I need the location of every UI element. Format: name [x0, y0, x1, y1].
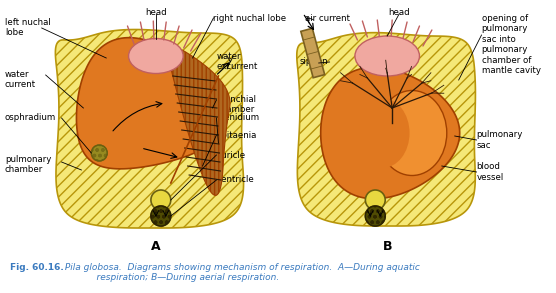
Circle shape — [365, 206, 385, 226]
Text: water
current: water current — [5, 70, 36, 89]
Polygon shape — [321, 67, 460, 199]
Circle shape — [151, 190, 171, 210]
Circle shape — [151, 206, 171, 226]
Circle shape — [151, 206, 171, 226]
Polygon shape — [56, 30, 244, 228]
Text: head: head — [145, 8, 167, 17]
Text: siphon: siphon — [300, 57, 329, 67]
Text: auricle: auricle — [216, 151, 246, 159]
Ellipse shape — [355, 98, 410, 168]
Text: pulmonary
chamber: pulmonary chamber — [5, 155, 51, 174]
Text: left nuchal
lobe: left nuchal lobe — [5, 18, 51, 38]
Text: water
excurrent: water excurrent — [216, 52, 258, 71]
Text: epitaenia: epitaenia — [216, 130, 257, 139]
Ellipse shape — [378, 91, 447, 176]
Text: opening of
pulmonary
sac into
pulmonary
chamber of
mantle cavity: opening of pulmonary sac into pulmonary … — [481, 14, 540, 75]
Text: ventricle: ventricle — [216, 176, 254, 185]
Ellipse shape — [355, 36, 419, 76]
Text: blood
vessel: blood vessel — [476, 162, 504, 182]
Polygon shape — [77, 38, 225, 169]
Text: head: head — [388, 8, 410, 17]
Text: Fig. 60.16.: Fig. 60.16. — [10, 263, 64, 272]
Polygon shape — [301, 28, 325, 78]
Polygon shape — [297, 33, 475, 226]
Text: right nuchal lobe: right nuchal lobe — [214, 14, 286, 23]
Text: branchial
chamber: branchial chamber — [216, 95, 256, 114]
Text: B: B — [383, 240, 392, 253]
Ellipse shape — [128, 38, 183, 74]
Circle shape — [365, 190, 385, 210]
Text: ctenidium: ctenidium — [216, 113, 260, 122]
Text: osphradium: osphradium — [5, 113, 56, 122]
Text: air current: air current — [305, 14, 350, 23]
Circle shape — [365, 206, 385, 226]
Text: pulmonary
sac: pulmonary sac — [476, 130, 523, 150]
Text: A: A — [151, 240, 161, 253]
Text: Pila globosa.  Diagrams showing mechanism of respiration.  A—During aquatic
    : Pila globosa. Diagrams showing mechanism… — [62, 263, 419, 282]
Circle shape — [91, 145, 107, 161]
Polygon shape — [169, 47, 230, 195]
Circle shape — [91, 145, 107, 161]
